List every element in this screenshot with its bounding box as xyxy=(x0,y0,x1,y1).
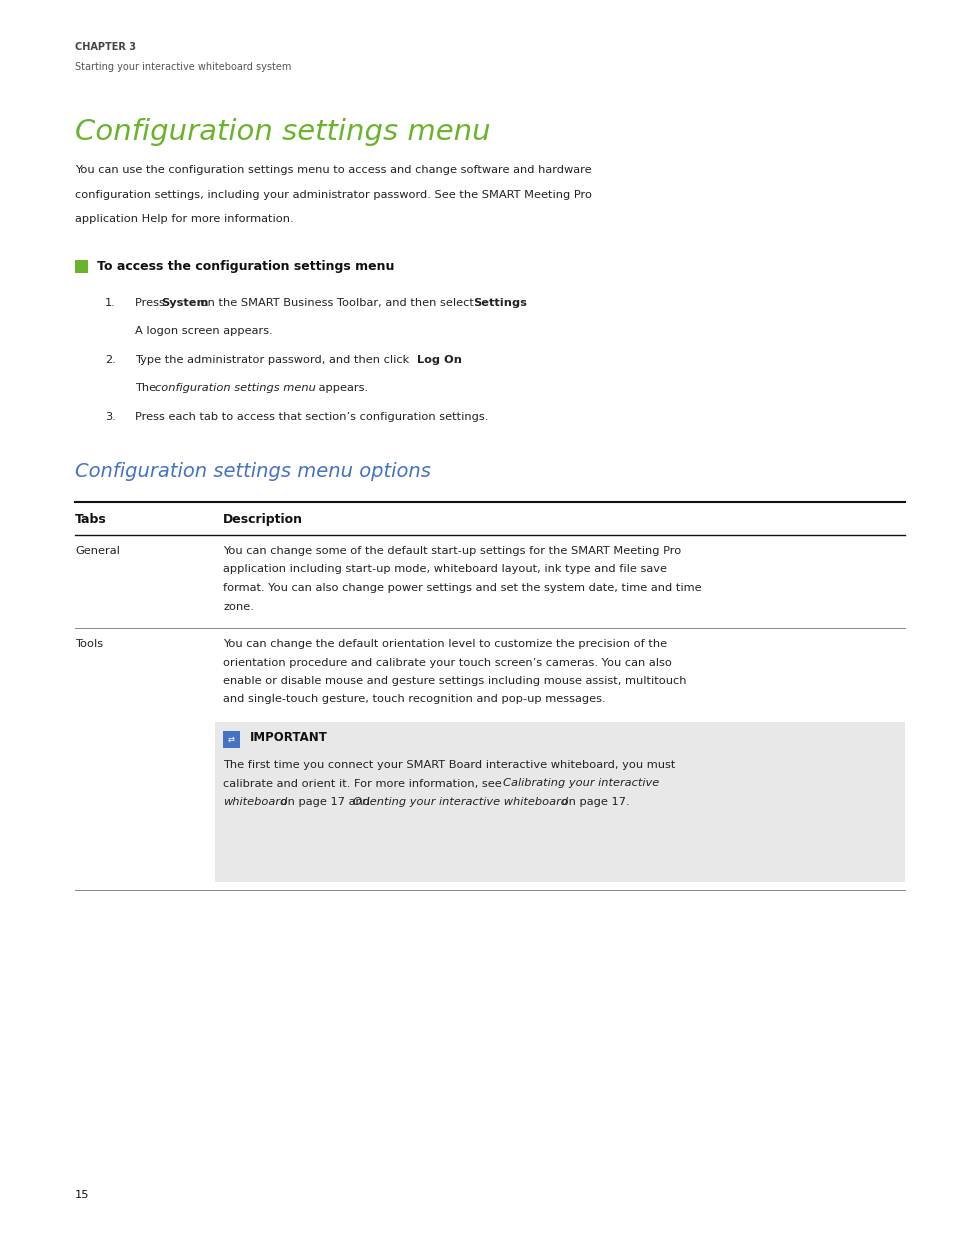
Text: The first time you connect your SMART Board interactive whiteboard, you must: The first time you connect your SMART Bo… xyxy=(223,760,675,769)
Text: The: The xyxy=(135,383,159,393)
Text: 2.: 2. xyxy=(105,354,115,366)
Text: and single-touch gesture, touch recognition and pop-up messages.: and single-touch gesture, touch recognit… xyxy=(223,694,605,704)
Text: Configuration settings menu: Configuration settings menu xyxy=(75,119,490,146)
Text: You can change some of the default start-up settings for the SMART Meeting Pro: You can change some of the default start… xyxy=(223,546,680,556)
Text: 3.: 3. xyxy=(105,412,115,422)
Text: System: System xyxy=(161,298,208,308)
Text: Starting your interactive whiteboard system: Starting your interactive whiteboard sys… xyxy=(75,62,291,72)
Text: To access the configuration settings menu: To access the configuration settings men… xyxy=(97,261,394,273)
Text: enable or disable mouse and gesture settings including mouse assist, multitouch: enable or disable mouse and gesture sett… xyxy=(223,676,686,685)
Text: Tools: Tools xyxy=(75,638,103,650)
Text: ⇄: ⇄ xyxy=(228,735,234,743)
Text: Calibrating your interactive: Calibrating your interactive xyxy=(502,778,659,788)
Text: Configuration settings menu options: Configuration settings menu options xyxy=(75,462,431,480)
Text: whiteboard: whiteboard xyxy=(223,797,287,806)
Text: .: . xyxy=(515,298,518,308)
Text: 1.: 1. xyxy=(105,298,115,308)
Text: on page 17.: on page 17. xyxy=(558,797,629,806)
Text: CHAPTER 3: CHAPTER 3 xyxy=(75,42,136,52)
Text: 15: 15 xyxy=(75,1191,90,1200)
Text: Press each tab to access that section’s configuration settings.: Press each tab to access that section’s … xyxy=(135,412,488,422)
Text: General: General xyxy=(75,546,120,556)
Text: application Help for more information.: application Help for more information. xyxy=(75,215,294,225)
Text: configuration settings menu: configuration settings menu xyxy=(154,383,315,393)
Text: Orienting your interactive whiteboard: Orienting your interactive whiteboard xyxy=(353,797,567,806)
Text: calibrate and orient it. For more information, see: calibrate and orient it. For more inform… xyxy=(223,778,505,788)
Text: Settings: Settings xyxy=(473,298,526,308)
Text: You can use the configuration settings menu to access and change software and ha: You can use the configuration settings m… xyxy=(75,165,591,175)
Text: A logon screen appears.: A logon screen appears. xyxy=(135,326,273,336)
Text: Tabs: Tabs xyxy=(75,513,107,526)
Text: Press: Press xyxy=(135,298,169,308)
Text: application including start-up mode, whiteboard layout, ink type and file save: application including start-up mode, whi… xyxy=(223,564,666,574)
Text: .: . xyxy=(456,354,460,366)
Text: Log On: Log On xyxy=(416,354,461,366)
Text: configuration settings, including your administrator password. See the SMART Mee: configuration settings, including your a… xyxy=(75,190,592,200)
Text: orientation procedure and calibrate your touch screen’s cameras. You can also: orientation procedure and calibrate your… xyxy=(223,657,671,667)
Bar xyxy=(223,731,240,748)
Bar xyxy=(75,261,88,273)
Text: Description: Description xyxy=(223,513,303,526)
Bar xyxy=(214,722,904,882)
Text: format. You can also change power settings and set the system date, time and tim: format. You can also change power settin… xyxy=(223,583,700,593)
Text: appears.: appears. xyxy=(314,383,368,393)
Text: zone.: zone. xyxy=(223,601,253,611)
Text: IMPORTANT: IMPORTANT xyxy=(250,731,328,743)
Text: on the SMART Business Toolbar, and then select: on the SMART Business Toolbar, and then … xyxy=(196,298,477,308)
Text: You can change the default orientation level to customize the precision of the: You can change the default orientation l… xyxy=(223,638,666,650)
Text: Type the administrator password, and then click: Type the administrator password, and the… xyxy=(135,354,413,366)
Text: on page 17 and: on page 17 and xyxy=(276,797,374,806)
